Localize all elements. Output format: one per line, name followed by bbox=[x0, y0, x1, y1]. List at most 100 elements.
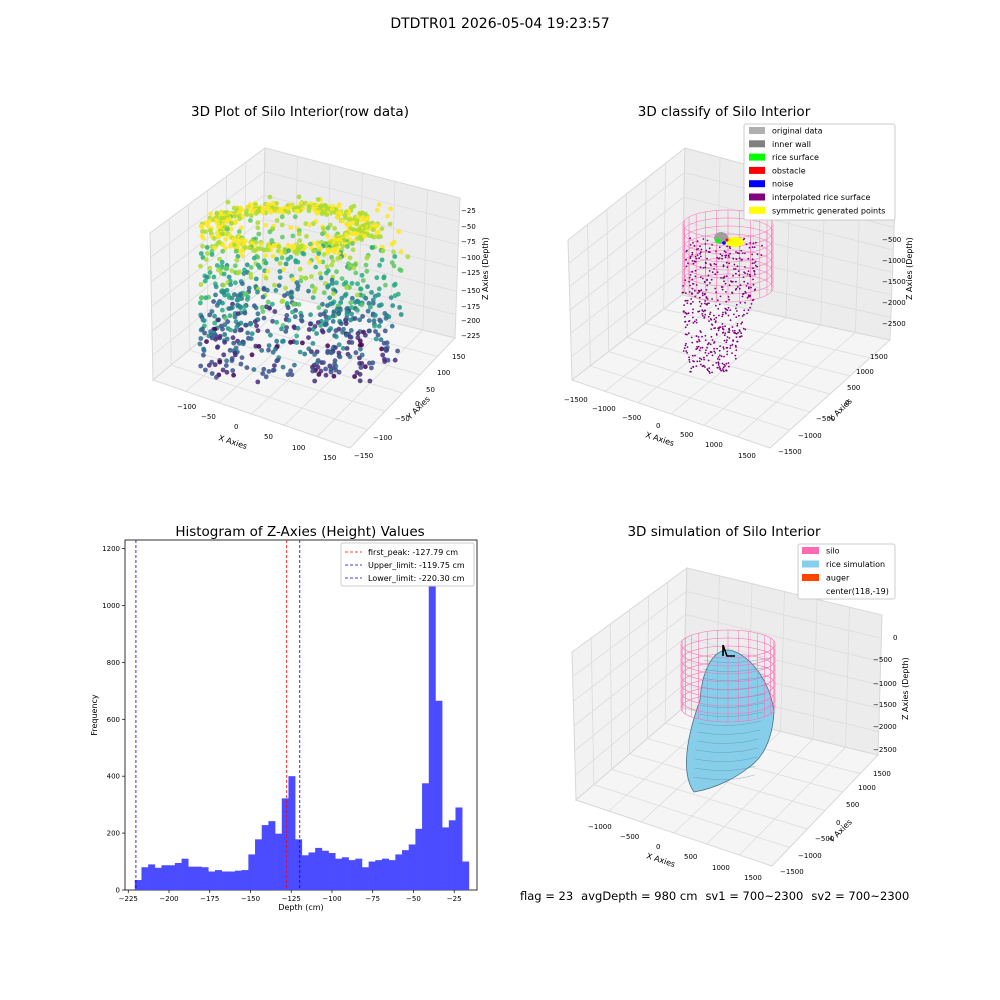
scatter-point bbox=[270, 253, 276, 259]
scatter-point bbox=[256, 231, 262, 237]
classify-point bbox=[740, 322, 743, 325]
scatter-point bbox=[338, 300, 344, 305]
classify-point bbox=[713, 314, 715, 317]
classify-point bbox=[716, 271, 719, 274]
classify-point bbox=[717, 361, 720, 363]
scatter-point bbox=[223, 236, 229, 242]
classify-point bbox=[748, 246, 751, 249]
scatter-point bbox=[376, 303, 382, 309]
scatter-point bbox=[240, 281, 245, 287]
scatter-point bbox=[347, 255, 353, 261]
classify-point bbox=[689, 237, 692, 240]
classify-point bbox=[691, 270, 694, 273]
scatter-point bbox=[277, 269, 283, 274]
scatter-point bbox=[226, 274, 232, 280]
classify-point bbox=[752, 267, 754, 270]
scatter-point bbox=[303, 275, 309, 281]
classify-point bbox=[744, 266, 746, 268]
scatter-point bbox=[223, 266, 229, 271]
raw-ytick: 100 bbox=[437, 369, 450, 377]
classify-point bbox=[699, 251, 702, 254]
classify-point bbox=[722, 328, 725, 331]
scatter-point bbox=[349, 311, 354, 317]
hist-bar bbox=[208, 871, 216, 890]
scatter-point bbox=[380, 352, 386, 358]
scatter-point bbox=[288, 225, 294, 231]
classify-point bbox=[705, 262, 707, 265]
rice-surface-cluster bbox=[715, 238, 721, 244]
scatter-point bbox=[255, 328, 261, 334]
scatter-point bbox=[199, 295, 204, 301]
surface-mesh-line bbox=[703, 666, 769, 672]
classify-point bbox=[691, 251, 694, 254]
scatter-point bbox=[378, 337, 384, 343]
hist-xtick: −100 bbox=[322, 895, 341, 903]
hist-bar bbox=[308, 852, 316, 890]
classify-point bbox=[698, 349, 701, 352]
classify-point bbox=[693, 289, 696, 292]
classify-point bbox=[756, 265, 758, 268]
scatter-point bbox=[336, 204, 341, 209]
scatter-point bbox=[391, 263, 397, 269]
scatter-point bbox=[199, 224, 205, 230]
scatter-point bbox=[221, 352, 227, 358]
hist-bar bbox=[361, 867, 369, 890]
figure-suptitle: DTDTR01 2026-05-04 19:23:57 bbox=[390, 16, 610, 32]
classify-point bbox=[738, 257, 741, 259]
classify-point bbox=[726, 353, 728, 356]
classify-point bbox=[709, 282, 711, 284]
classify-point bbox=[695, 257, 698, 260]
sim-ytick: −1000 bbox=[798, 852, 822, 860]
hist-bar bbox=[214, 870, 222, 890]
scatter-point bbox=[219, 259, 225, 265]
scatter-point bbox=[357, 361, 362, 366]
classify-point bbox=[686, 351, 688, 354]
classify-point bbox=[699, 357, 701, 360]
scatter-point bbox=[337, 354, 343, 360]
classify-point bbox=[701, 292, 704, 295]
surface-mesh-line bbox=[697, 729, 761, 735]
classify-point bbox=[727, 254, 730, 257]
classify-point bbox=[706, 257, 708, 260]
classify-point bbox=[722, 346, 725, 348]
classify-point bbox=[724, 332, 727, 335]
scatter-point bbox=[215, 317, 221, 323]
scatter-point bbox=[225, 199, 231, 205]
scatter-point bbox=[283, 261, 289, 267]
classify-point bbox=[718, 366, 721, 368]
classify-point bbox=[743, 271, 745, 273]
classify-point bbox=[718, 314, 720, 317]
classify-point bbox=[691, 278, 694, 281]
classify-point bbox=[735, 332, 738, 335]
classify-point bbox=[749, 242, 752, 244]
scatter-point bbox=[347, 266, 352, 271]
scatter-point bbox=[245, 330, 251, 336]
scatter-point bbox=[239, 225, 244, 231]
scatter-point bbox=[363, 332, 368, 338]
hist-bar bbox=[281, 798, 289, 890]
scatter-point bbox=[280, 339, 285, 344]
classify-point bbox=[754, 261, 757, 263]
scatter-point bbox=[251, 255, 257, 261]
classify-point bbox=[742, 276, 745, 278]
scatter-point bbox=[268, 332, 273, 338]
scatter-point bbox=[381, 340, 387, 346]
gridline bbox=[152, 266, 263, 356]
scatter-point bbox=[358, 217, 364, 223]
hist-bar bbox=[134, 880, 142, 890]
scatter-point bbox=[235, 270, 241, 276]
scatter-point bbox=[277, 275, 283, 280]
hist-bar bbox=[241, 870, 249, 890]
scatter-point bbox=[288, 339, 293, 345]
classify-point bbox=[731, 330, 734, 332]
scatter-point bbox=[350, 247, 356, 253]
sim-xtick: −500 bbox=[620, 833, 639, 841]
scatter-point bbox=[370, 300, 376, 306]
scatter-point bbox=[344, 312, 350, 317]
scatter-point bbox=[310, 295, 316, 300]
classify-point bbox=[692, 308, 694, 311]
scatter-point bbox=[355, 331, 361, 336]
classify-ztick: −2000 bbox=[882, 299, 906, 307]
scatter-point bbox=[306, 327, 312, 332]
scatter-point bbox=[234, 297, 240, 303]
